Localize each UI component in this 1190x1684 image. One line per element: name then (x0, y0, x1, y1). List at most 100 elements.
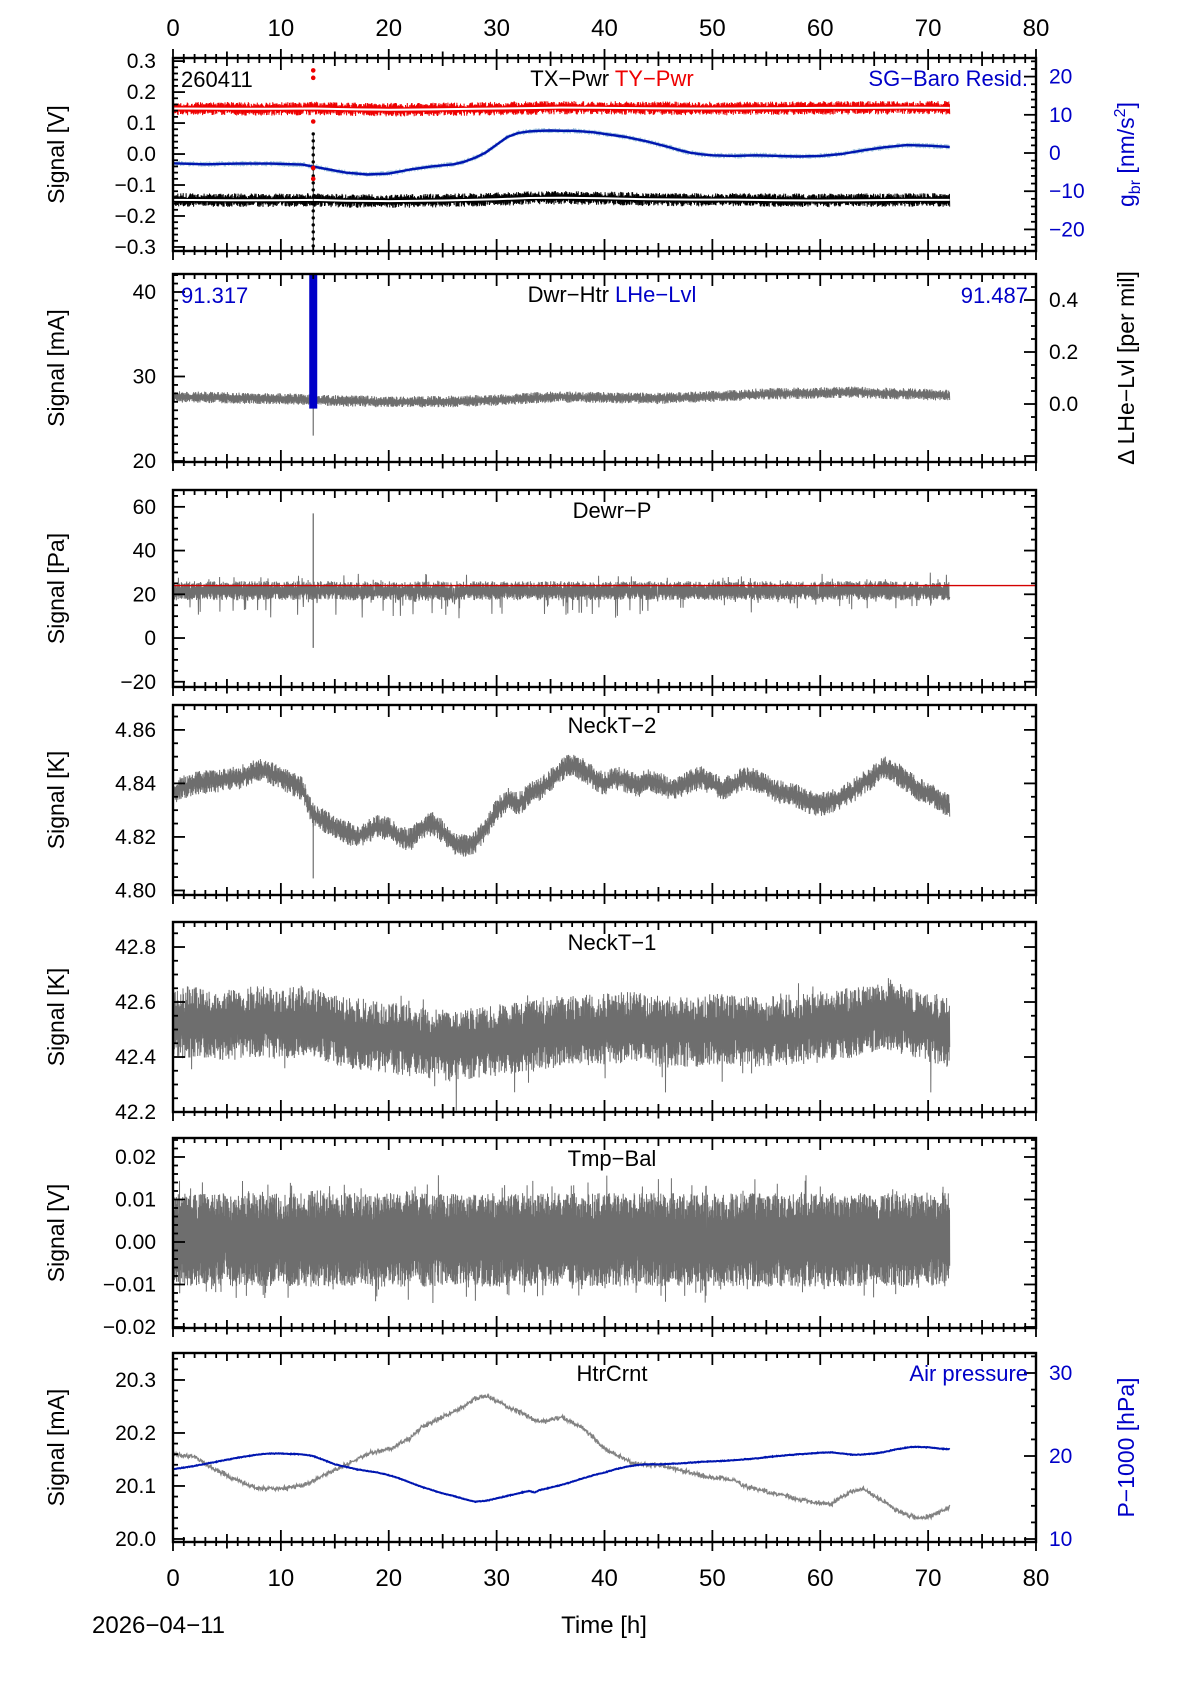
left-axis-label-tx-ty-baro: Signal [V] (43, 105, 69, 203)
y-tick-label: 4.84 (115, 772, 156, 795)
ticks (172, 49, 1037, 260)
y-tick-label: 20.3 (115, 1369, 156, 1392)
y-tick-label: 30 (1049, 1362, 1072, 1385)
y-tick-label: 0.1 (127, 112, 156, 135)
x-tick-label: 0 (166, 15, 179, 42)
ticks (172, 490, 1037, 696)
y-tick-label: 0.3 (127, 50, 156, 73)
ticks (172, 1353, 1037, 1551)
x-tick-label: 30 (483, 1565, 510, 1592)
panel-title-tx-ty-baro-0: TX−Pwr TY−Pwr (530, 66, 693, 91)
panel-title-dewr-p-0: Dewr−P (573, 498, 652, 523)
series-neckt-2 (173, 754, 951, 857)
x-tick-label: 10 (268, 15, 295, 42)
panel-annotation-tx-ty-baro-0: 260411 (181, 67, 253, 92)
right-axis-label-tx-ty-baro: gbr [nm/s2] (1112, 102, 1144, 207)
y-tick-label: −20 (120, 671, 156, 694)
series-lhe-refill-bar (309, 274, 318, 409)
y-tick-label: −0.2 (115, 205, 156, 228)
panel-tx-ty-baro: 0 10 20 30 40 50 60 70 80 −0.3 −0.2 −0.1 0.0 0.1 0.2 0.… (43, 15, 1144, 260)
x-tick-label: 10 (268, 1565, 295, 1592)
ticks (172, 1138, 1037, 1337)
y-tick-label: 0.00 (115, 1231, 156, 1254)
x-tick-label: 30 (483, 15, 510, 42)
y-tick-label: 42.2 (115, 1101, 156, 1124)
x-tick-label: 40 (591, 15, 618, 42)
y-tick-label: 20 (133, 450, 156, 473)
series-htrcrnt (173, 1392, 951, 1521)
y-tick-label: 20 (1049, 66, 1072, 89)
panel-htrcrnt: 0 10 20 30 40 50 60 70 80 20.0 20.1 20.2 20.3 10 20 30 S… (43, 1351, 1139, 1592)
left-axis-label-neckt-1: Signal [K] (43, 968, 69, 1066)
right-axis-label-htrcrnt: P−1000 [hPa] (1113, 1377, 1139, 1517)
panel-title-tx-ty-baro-1: SG−Baro Resid. (868, 66, 1028, 91)
panel-title-htrcrnt-1: Air pressure (909, 1361, 1028, 1386)
x-tick-label: 0 (166, 1565, 179, 1592)
y-tick-label: 4.82 (115, 826, 156, 849)
y-tick-label: 20.0 (115, 1528, 156, 1551)
y-tick-label: 20.1 (115, 1475, 156, 1498)
series-dewr-p (173, 572, 951, 619)
panel-title-htrcrnt-0: HtrCrnt (577, 1361, 648, 1386)
y-tick-label: 42.6 (115, 991, 156, 1014)
right-axis-label-dwr-htr: Δ LHe−Lvl [per mil] (1113, 271, 1139, 465)
y-tick-label: 0.4 (1049, 289, 1079, 312)
series-air-pressure (173, 1445, 951, 1504)
y-tick-label: 0.02 (115, 1146, 156, 1169)
series-glitch-red (310, 68, 316, 73)
y-tick-label: −0.01 (103, 1273, 156, 1296)
series-sg-baro-halo (173, 127, 951, 177)
y-tick-label: 0.01 (115, 1188, 156, 1211)
y-tick-label: 40 (133, 281, 156, 304)
series-glitch-red (310, 75, 316, 81)
series-glitch-red (310, 176, 316, 182)
panel-annotation-dwr-htr-0: 91.317 (181, 283, 248, 308)
left-axis-label-htrcrnt: Signal [mA] (43, 1389, 69, 1507)
panel-annotation-dwr-htr-1: 91.487 (961, 283, 1028, 308)
x-tick-label: 70 (915, 1565, 942, 1592)
y-tick-label: 60 (133, 496, 156, 519)
panel-dewr-p: −20 0 20 40 60 Signal [Pa] Dewr−P (43, 488, 1038, 696)
series-tmp-bal (173, 1175, 951, 1304)
y-tick-label: 10 (1049, 1528, 1072, 1551)
y-tick-label: 4.80 (115, 879, 156, 902)
x-tick-label: 60 (807, 15, 834, 42)
y-tick-label: 20 (133, 583, 156, 606)
x-tick-label: 80 (1023, 1565, 1050, 1592)
x-axis-title: Time [h] (561, 1612, 647, 1639)
y-tick-label: 4.86 (115, 719, 156, 742)
x-tick-label: 60 (807, 1565, 834, 1592)
x-tick-label: 80 (1023, 15, 1050, 42)
left-axis-label-dwr-htr: Signal [mA] (43, 309, 69, 427)
y-tick-label: −0.1 (115, 174, 156, 197)
series-dwr-htr (173, 386, 951, 408)
y-tick-label: 0.0 (127, 143, 156, 166)
y-tick-label: 42.8 (115, 936, 156, 959)
panel-title-neckt-2-0: NeckT−2 (568, 713, 657, 738)
y-tick-label: 10 (1049, 104, 1072, 127)
panel-title-neckt-1-0: NeckT−1 (568, 930, 657, 955)
y-tick-label: 40 (133, 540, 156, 563)
panel-title-tmp-bal-0: Tmp−Bal (568, 1146, 657, 1171)
y-tick-label: 42.4 (115, 1046, 156, 1069)
x-tick-label: 40 (591, 1565, 618, 1592)
series-glitch-red (310, 165, 316, 171)
x-tick-label: 50 (699, 15, 726, 42)
panel-neckt-1: 42.2 42.4 42.6 42.8 Signal [K] NeckT−1 (43, 920, 1038, 1124)
panel-tmp-bal: −0.02 −0.01 0.00 0.01 0.02 Signal [V] Tmp−Bal (43, 1136, 1038, 1339)
y-tick-label: 0.2 (1049, 341, 1078, 364)
ticks (172, 705, 1037, 904)
y-tick-label: 20.2 (115, 1422, 156, 1445)
ticks (172, 273, 1037, 471)
y-tick-label: 0.0 (1049, 393, 1078, 416)
y-tick-label: 0 (1049, 142, 1061, 165)
y-tick-label: 0 (144, 627, 156, 650)
left-axis-label-neckt-2: Signal [K] (43, 751, 69, 849)
y-tick-label: 20 (1049, 1445, 1072, 1468)
y-tick-label: 0.2 (127, 81, 156, 104)
y-tick-label: −10 (1049, 180, 1085, 203)
left-axis-label-dewr-p: Signal [Pa] (43, 533, 69, 644)
x-tick-label: 70 (915, 15, 942, 42)
y-tick-label: −0.3 (115, 236, 156, 259)
